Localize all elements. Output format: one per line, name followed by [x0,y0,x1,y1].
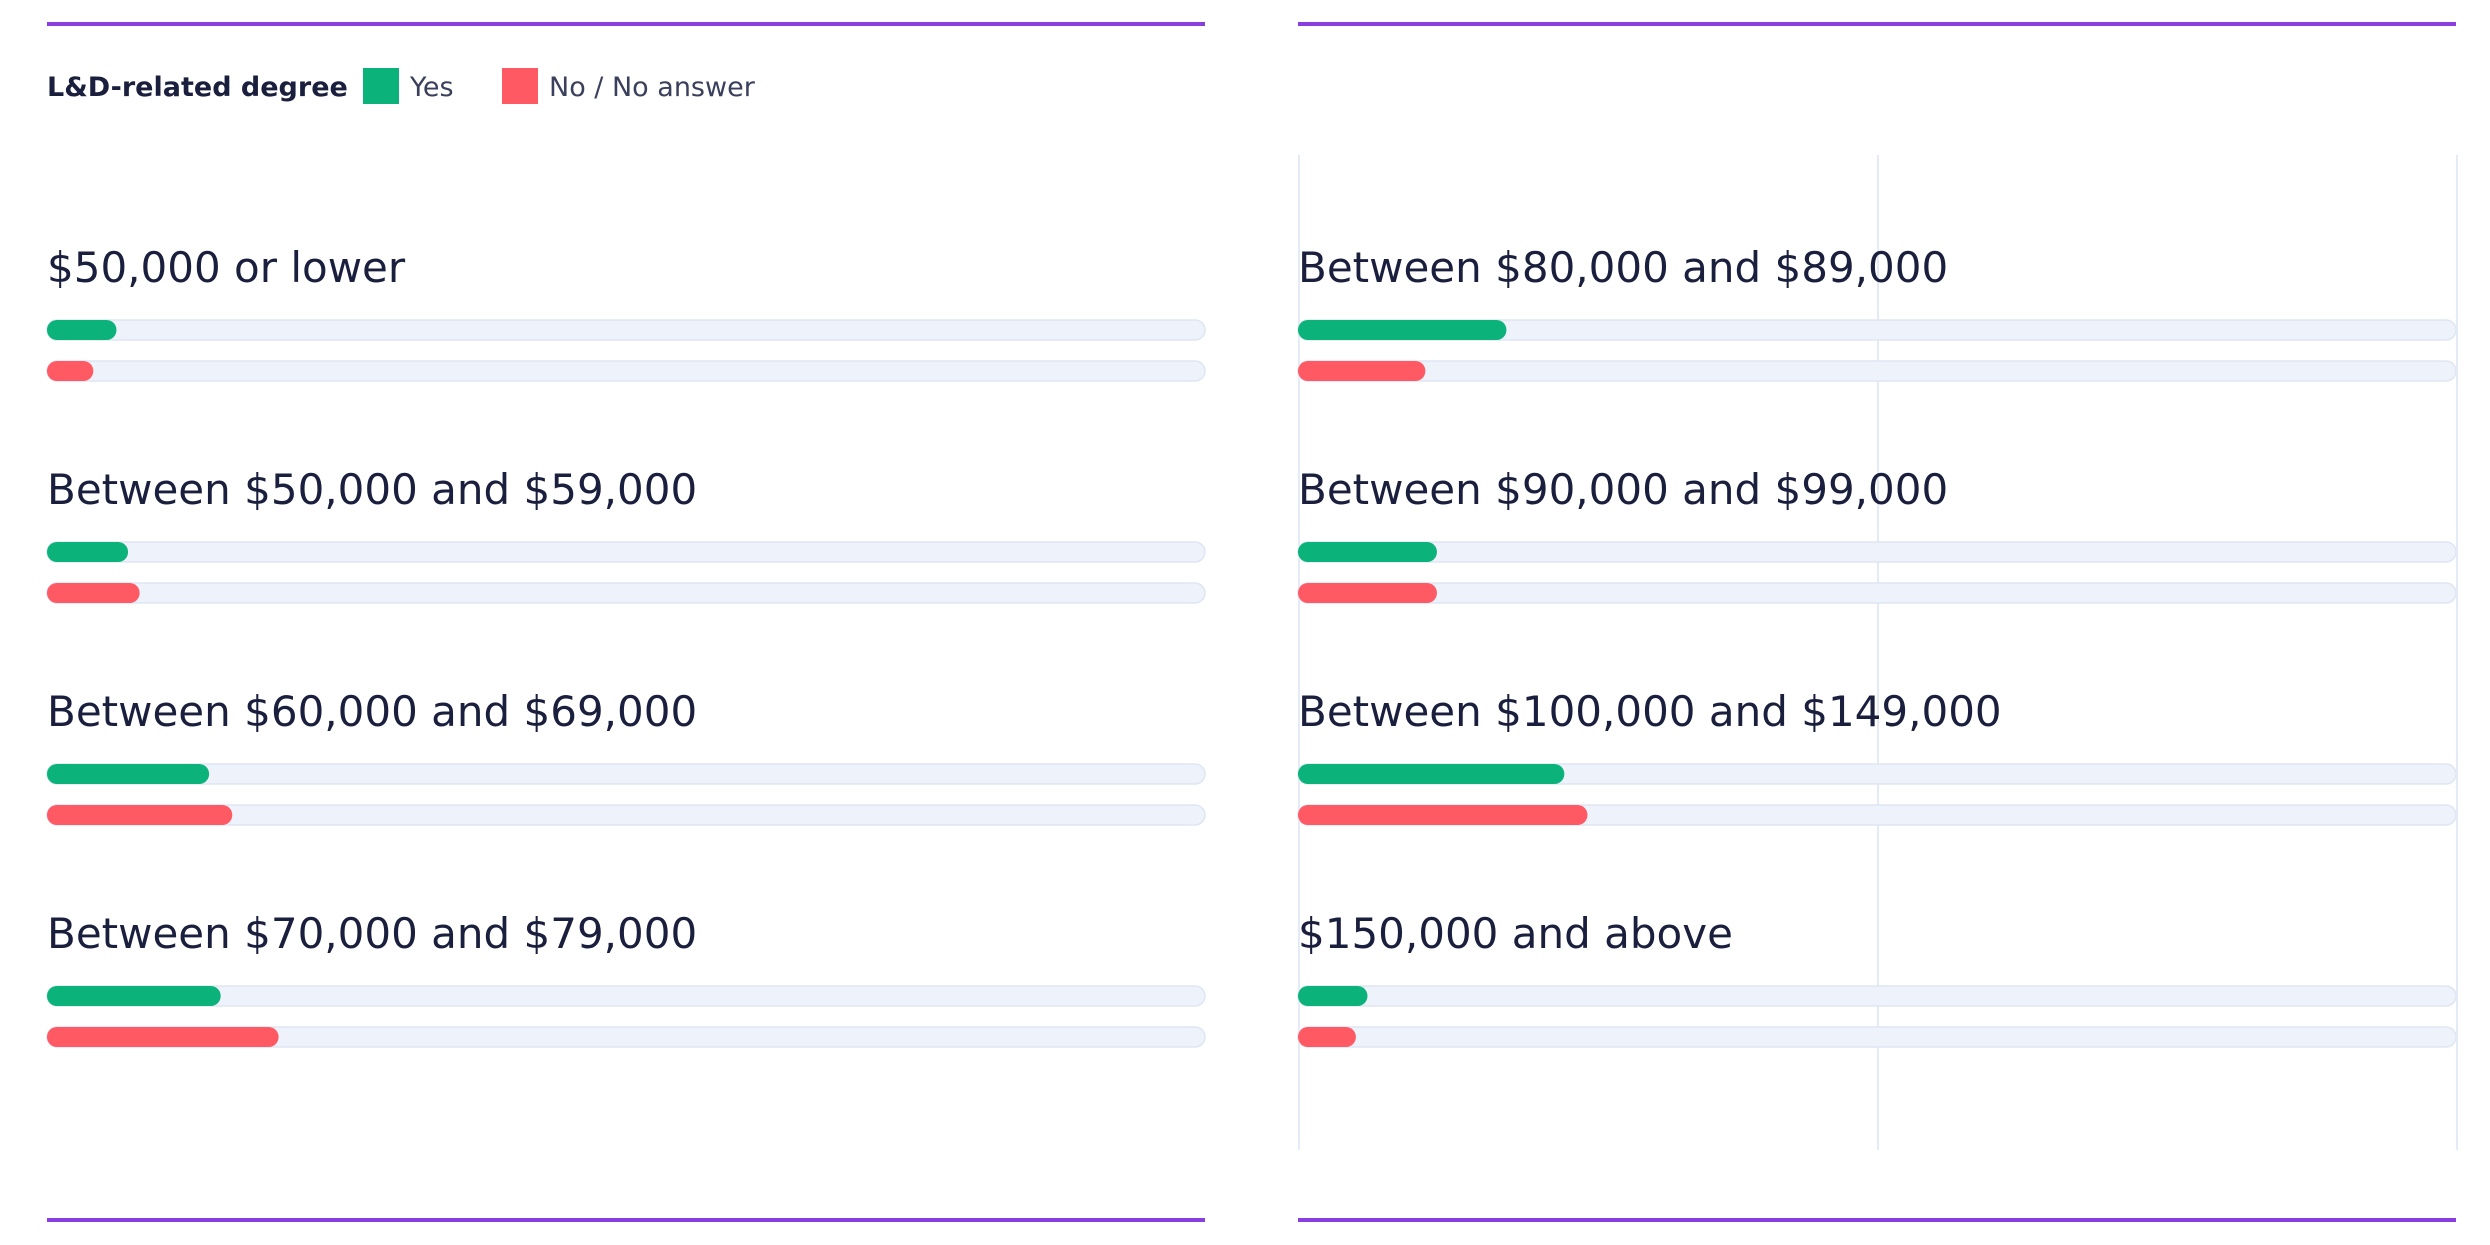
bar-no-no-answer-between-60-000-and-69-000 [47,805,233,825]
legend-title: L&D-related degree [47,72,348,103]
bar-track [1297,360,2457,382]
bar-no-no-answer-between-70-000-and-79-000 [47,1027,279,1047]
bar-yes-between-50-000-and-59-000 [47,542,129,562]
category-group-between-90-000-and-99-000: Between $90,000 and $99,000 [1297,465,2457,604]
legend: L&D-related degree Yes No / No answer [47,68,756,104]
bar-yes-150-000-and-above [1298,986,1368,1006]
bar-track [1297,541,2457,563]
bar-no-no-answer-50-000-or-lower [47,361,94,381]
category-label-between-80-000-and-89-000: Between $80,000 and $89,000 [1298,243,1948,292]
bar-yes-50-000-or-lower [47,320,117,340]
category-group-between-60-000-and-69-000: Between $60,000 and $69,000 [46,687,1206,826]
category-group-between-50-000-and-59-000: Between $50,000 and $59,000 [46,465,1206,604]
legend-swatch-no [502,68,538,104]
bar-yes-between-100-000-and-149-000 [1298,764,1565,784]
category-group-between-100-000-and-149-000: Between $100,000 and $149,000 [1297,687,2457,826]
category-group-150-000-and-above: $150,000 and above [1297,909,2457,1048]
category-label-50-000-or-lower: $50,000 or lower [47,243,406,292]
bar-track [46,319,1206,341]
bar-no-no-answer-between-100-000-and-149-000 [1298,805,1588,825]
legend-label-yes: Yes [409,72,454,103]
top-rule-right [1298,22,2456,26]
category-label-between-70-000-and-79-000: Between $70,000 and $79,000 [47,909,697,958]
bar-track [46,763,1206,785]
category-group-50-000-or-lower: $50,000 or lower [46,243,1206,382]
category-group-between-80-000-and-89-000: Between $80,000 and $89,000 [1297,243,2457,382]
category-label-150-000-and-above: $150,000 and above [1298,909,1733,958]
category-group-between-70-000-and-79-000: Between $70,000 and $79,000 [46,909,1206,1048]
bar-track [1297,582,2457,604]
bar-track [46,360,1206,382]
bar-yes-between-60-000-and-69-000 [47,764,210,784]
legend-swatch-yes [363,68,399,104]
category-label-between-50-000-and-59-000: Between $50,000 and $59,000 [47,465,697,514]
bar-no-no-answer-between-80-000-and-89-000 [1298,361,1426,381]
category-label-between-90-000-and-99-000: Between $90,000 and $99,000 [1298,465,1948,514]
legend-label-no: No / No answer [549,72,756,103]
bar-track [1297,1026,2457,1048]
bar-yes-between-80-000-and-89-000 [1298,320,1507,340]
bar-track [46,541,1206,563]
bar-no-no-answer-between-50-000-and-59-000 [47,583,140,603]
top-rule-left [47,22,1205,26]
bars-layer: $50,000 or lower Between $50,000 and $59,… [46,243,2457,1048]
category-label-between-100-000-and-149-000: Between $100,000 and $149,000 [1298,687,2002,736]
bar-track [46,582,1206,604]
bar-no-no-answer-between-90-000-and-99-000 [1298,583,1437,603]
bar-no-no-answer-150-000-and-above [1298,1027,1356,1047]
bar-yes-between-90-000-and-99-000 [1298,542,1437,562]
bar-track [1297,985,2457,1007]
bar-yes-between-70-000-and-79-000 [47,986,221,1006]
bottom-rule-right [1298,1218,2456,1222]
category-label-between-60-000-and-69-000: Between $60,000 and $69,000 [47,687,697,736]
bottom-rule-left [47,1218,1205,1222]
